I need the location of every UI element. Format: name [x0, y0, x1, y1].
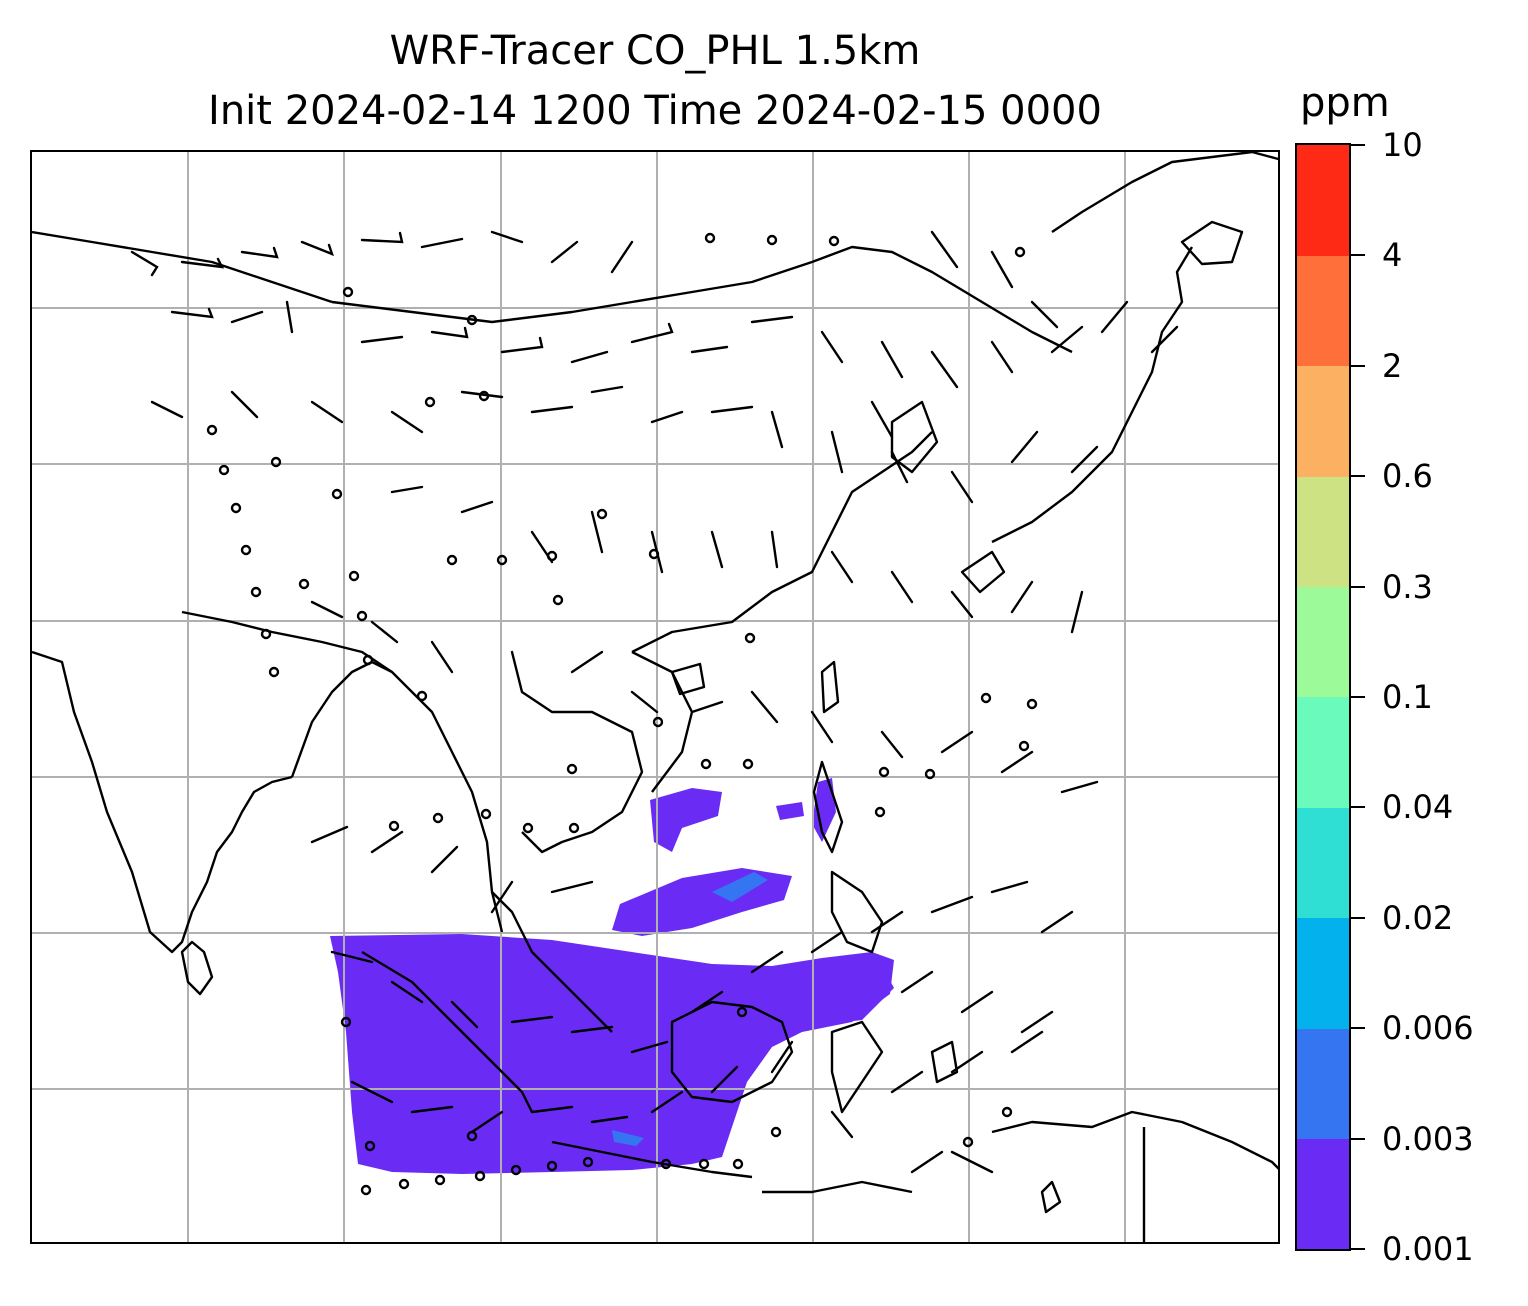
- colorbar-tick-label: 4: [1382, 236, 1403, 275]
- plume-philippines-strip: [812, 778, 836, 842]
- plume-mid-level-streak: [712, 872, 768, 902]
- colorbar-segment: [1297, 807, 1349, 919]
- borneo: [670, 1000, 794, 1104]
- mongolia-border: [331, 260, 813, 324]
- colorbar-tick-label: 0.1: [1382, 678, 1433, 716]
- colorbar-tick-mark: [1351, 1248, 1365, 1250]
- colorbar-tick-mark: [1351, 806, 1365, 809]
- colorbar-tick-mark: [1351, 254, 1365, 257]
- colorbar-segment: [1297, 365, 1349, 477]
- colorbar-segment: [1297, 145, 1349, 256]
- colorbar-segment: [1297, 697, 1349, 808]
- taiwan: [820, 660, 840, 714]
- tracer-plume: [330, 778, 894, 1174]
- colorbar-tick-label: 0.04: [1382, 788, 1454, 827]
- map-canvas: [32, 152, 1278, 1242]
- sulawesi: [830, 1020, 884, 1114]
- colorbar-segment: [1297, 917, 1349, 1029]
- colorbar-segment: [1297, 1028, 1349, 1140]
- colorbar-tick-label: 0.6: [1382, 457, 1433, 496]
- colorbar-tick-mark: [1351, 696, 1365, 698]
- malay-peninsula: [491, 891, 613, 1033]
- colorbar-unit-label: ppm: [1300, 80, 1390, 126]
- colorbar-segment: [1297, 476, 1349, 588]
- coastlines-and-borders: [32, 152, 1278, 1242]
- colorbar-segment: [1297, 255, 1349, 367]
- bay-of-bengal-coast: [290, 660, 504, 933]
- russia-china-border: [811, 245, 1073, 354]
- india-coast: [32, 650, 293, 954]
- north-kazakh-border: [32, 230, 333, 304]
- colorbar-tick-mark: [1351, 916, 1365, 919]
- plume-north-band: [612, 868, 792, 936]
- new-guinea: [991, 1110, 1278, 1170]
- java: [551, 1140, 753, 1179]
- colorbar-tick-label: 2: [1382, 346, 1403, 385]
- colorbar-tick-mark: [1351, 585, 1365, 588]
- lat-lon-gridlines: [32, 152, 1278, 1242]
- sumatra: [361, 950, 534, 1113]
- siberia-coast: [1051, 152, 1278, 233]
- japan-kyushu: [960, 550, 1006, 594]
- colorbar-tick-label: 0.001: [1382, 1230, 1474, 1268]
- japan-honshu: [991, 246, 1194, 544]
- map-title-line2: Init 2024-02-14 1200 Time 2024-02-15 000…: [208, 88, 1102, 134]
- calm-wind-markers: [206, 232, 1038, 1196]
- colorbar-tick-label: 0.003: [1382, 1119, 1474, 1158]
- sri-lanka: [180, 940, 214, 996]
- colorbar-segment: [1297, 1138, 1349, 1250]
- korea: [890, 400, 939, 474]
- japan-hokkaido: [1180, 220, 1244, 266]
- indochina-coast: [521, 691, 644, 854]
- map-panel: [30, 150, 1280, 1244]
- colorbar-tick-label: 0.02: [1382, 898, 1454, 937]
- timor: [1040, 1180, 1062, 1214]
- wind-barbs: [130, 230, 1179, 1174]
- colorbar-segment: [1297, 586, 1349, 698]
- colorbar-tick-mark: [1351, 1027, 1365, 1030]
- colorbar-tick-mark: [1351, 364, 1365, 367]
- colorbar-tick-mark: [1351, 144, 1365, 146]
- lesser-sunda: [762, 1180, 913, 1194]
- map-title-line1: WRF-Tracer CO_PHL 1.5km: [389, 28, 921, 74]
- colorbar-tick-mark: [1351, 1137, 1365, 1140]
- colorbar-tick-label: 10: [1382, 126, 1423, 164]
- plume-main-area: [330, 934, 894, 1174]
- colorbar-tick-label: 0.006: [1382, 1009, 1474, 1048]
- colorbar: [1295, 143, 1351, 1251]
- plume-mid-level-spot: [612, 1130, 644, 1146]
- colorbar-tick-label: 0.3: [1382, 567, 1433, 606]
- plume-east-patch: [812, 958, 894, 1024]
- philippines-south: [830, 870, 884, 954]
- colorbar-tick-mark: [1351, 475, 1365, 478]
- halmahera: [930, 1040, 959, 1084]
- plume-gulf-patch: [650, 788, 722, 852]
- philippines-luzon: [812, 760, 844, 854]
- plume-philippines-patch: [776, 802, 804, 820]
- hainan: [670, 662, 706, 696]
